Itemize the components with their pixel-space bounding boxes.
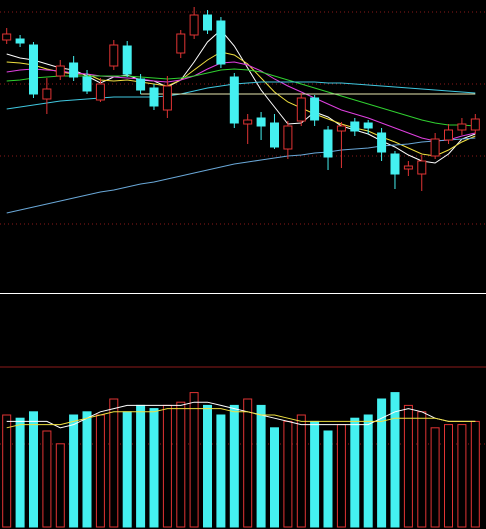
candle-body-1 <box>15 38 25 44</box>
candle-body-30 <box>403 165 413 170</box>
ma-line-4 <box>6 81 476 110</box>
volume-bar-5 <box>69 414 79 528</box>
volume-bar-24 <box>323 430 333 528</box>
volume-bar-3 <box>42 430 52 528</box>
candle-body-35 <box>470 118 480 131</box>
volume-bar-21 <box>283 420 293 528</box>
volume-bar-25 <box>336 424 346 528</box>
candle-body-21 <box>283 125 293 150</box>
volume-bar-20 <box>270 427 279 528</box>
volume-bar-35 <box>470 420 480 528</box>
volume-ma-line-1 <box>6 408 476 429</box>
volume-bar-19 <box>256 404 266 528</box>
candle-body-2 <box>29 44 38 95</box>
volume-bar-31 <box>417 411 427 528</box>
candle-body-31 <box>417 160 427 175</box>
volume-bar-11 <box>149 408 159 528</box>
candle-body-27 <box>363 122 373 129</box>
volume-bar-7 <box>95 414 105 528</box>
volume-bar-6 <box>82 411 92 528</box>
candle-body-24 <box>323 129 333 158</box>
volume-bar-34 <box>457 424 467 528</box>
price-panel <box>0 7 486 225</box>
candle-body-8 <box>109 44 119 67</box>
candle-body-33 <box>444 129 453 141</box>
candle-body-29 <box>390 153 400 175</box>
candle-body-25 <box>336 125 346 132</box>
volume-bar-16 <box>216 414 226 528</box>
ma-line-5 <box>6 137 476 214</box>
volume-bar-30 <box>403 404 413 528</box>
volume-bar-4 <box>55 443 65 528</box>
candle-body-14 <box>189 14 199 36</box>
candle-body-7 <box>95 83 105 101</box>
candle-body-12 <box>162 85 172 111</box>
volume-bar-14 <box>189 392 199 528</box>
candle-body-4 <box>55 65 65 77</box>
volume-bar-27 <box>363 414 373 528</box>
candle-body-3 <box>42 88 52 100</box>
candle-body-15 <box>203 14 212 31</box>
ma-line-0 <box>6 29 476 164</box>
candle-body-6 <box>82 76 92 92</box>
candle-body-16 <box>216 20 226 65</box>
candle-body-23 <box>310 97 320 121</box>
candle-body-19 <box>256 117 266 127</box>
candle-body-0 <box>2 33 12 41</box>
candle-body-26 <box>350 121 360 132</box>
candle-body-5 <box>69 62 79 78</box>
volume-bar-9 <box>122 411 132 528</box>
volume-bar-8 <box>109 398 119 528</box>
candle-body-9 <box>122 45 132 75</box>
candle-body-18 <box>243 119 253 125</box>
candle-body-22 <box>296 97 306 122</box>
volume-bar-17 <box>229 404 239 528</box>
candle-body-17 <box>229 76 239 124</box>
volume-bar-22 <box>296 414 306 528</box>
volume-bar-15 <box>203 404 212 528</box>
volume-bar-18 <box>243 398 253 528</box>
volume-bar-32 <box>430 427 440 528</box>
volume-bar-26 <box>350 417 360 528</box>
volume-ma-line-0 <box>6 401 476 429</box>
candle-body-10 <box>136 78 146 91</box>
volume-bar-2 <box>29 411 38 528</box>
ma-line-3 <box>6 68 476 127</box>
volume-bar-13 <box>176 401 186 528</box>
candle-body-32 <box>430 138 440 157</box>
volume-bar-12 <box>162 404 172 528</box>
candle-body-13 <box>176 33 186 54</box>
candle-body-20 <box>270 122 279 148</box>
volume-bar-0 <box>2 414 12 528</box>
candle-body-28 <box>377 132 387 153</box>
volume-bar-1 <box>15 417 25 528</box>
volume-bar-33 <box>444 424 453 528</box>
volume-bar-23 <box>310 420 320 528</box>
volume-bar-10 <box>136 404 146 528</box>
volume-bar-29 <box>390 392 400 528</box>
ma-line-2 <box>6 61 476 142</box>
candle-body-34 <box>457 123 467 131</box>
volume-bar-28 <box>377 398 387 528</box>
candle-body-11 <box>149 87 159 107</box>
